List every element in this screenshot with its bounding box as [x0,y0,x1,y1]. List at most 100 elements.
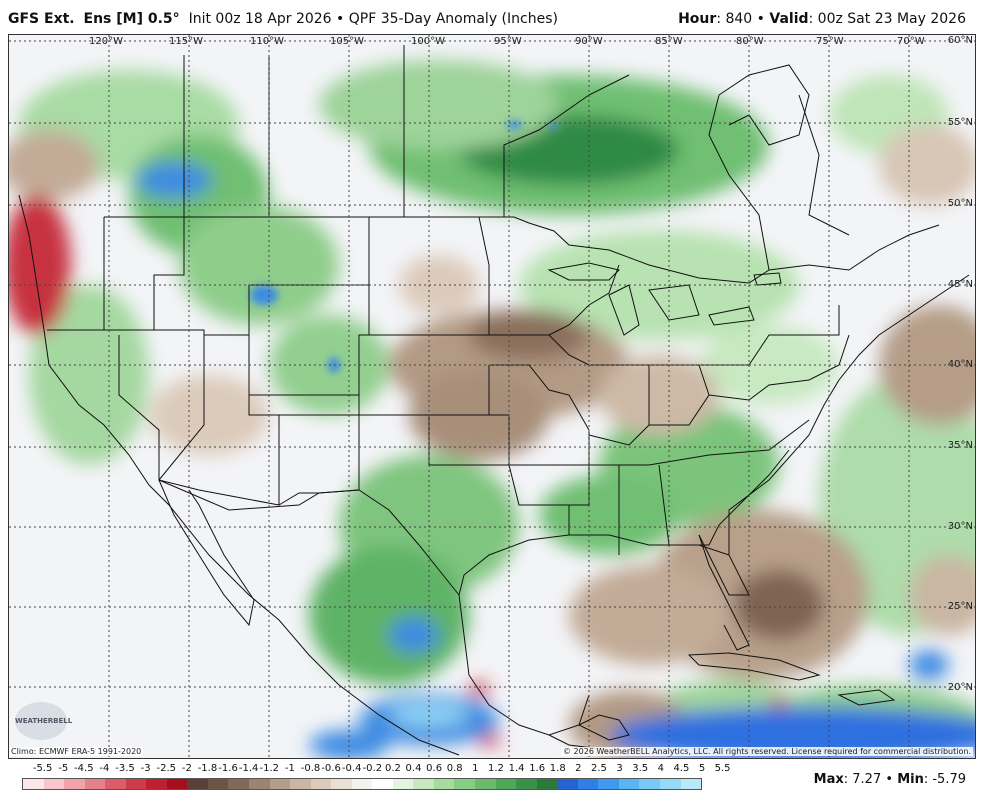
lon-label: 75°W [816,36,844,47]
legend-tick-label: 1.4 [508,763,525,774]
legend-swatch [84,779,106,789]
legend-swatch [249,779,270,789]
legend-swatch [351,779,373,789]
legend-tick-label: 0.6 [426,763,443,774]
legend-tick-label: -5 [58,763,69,774]
legend-swatch [577,779,599,789]
legend-tick-label: -2 [181,763,192,774]
min-label: Min [897,772,924,787]
legend-tick-label: 0.2 [384,763,401,774]
legend-tick-label: -1.4 [238,763,259,774]
legend-tick-label: 4.5 [673,763,690,774]
legend-swatch [413,779,434,789]
legend-swatch [290,779,311,789]
legend-swatch [310,779,332,789]
hour-value: : 840 [716,11,753,27]
qpf-anomaly-map[interactable]: 120°W 115°W 110°W 105°W 100°W 95°W 90°W … [8,34,976,759]
legend-tick-label: 3.5 [632,763,649,774]
legend-tick-label: -3 [140,763,151,774]
legend-swatch [23,779,44,789]
legend-swatch [454,779,476,789]
valid-separator: • [756,11,765,27]
title-separator: • [336,11,345,27]
legend-swatch [598,779,619,789]
legend-swatch [536,779,558,789]
climo-note: Climo: ECMWF ERA-5 1991-2020 [9,747,144,756]
init-time: Init 00z 18 Apr 2026 [188,11,332,27]
max-value: : 7.27 [843,772,882,787]
legend-tick-label: 2.5 [591,763,607,774]
color-legend: -5.5 -5 -4.5 -4 -3.5 -3 -2.5 -2 -1.8 -1.6 -1.4 -1.2… [22,763,731,793]
legend-tick-label: 1.2 [487,763,504,774]
lat-label: 60°N [947,35,973,46]
lat-label: 40°N [947,359,973,370]
lon-label: 120°W [89,36,123,47]
hour-label: Hour [678,11,717,27]
model-name: GFS Ext. [8,11,75,27]
legend-swatch [105,779,126,789]
legend-tick-label: -0.4 [341,763,362,774]
lon-label: 115°W [169,36,203,47]
legend-ticks: -5.5 -5 -4.5 -4 -3.5 -3 -2.5 -2 -1.8 -1.6 -1.4 -1.2… [22,763,731,777]
legend-tick-label: 2 [575,763,582,774]
legend-tick-label: -0.2 [362,763,383,774]
legend-swatch [64,779,85,789]
legend-tick-label: -4.5 [74,763,94,774]
ensemble-name: Ens [M] 0.5° [83,11,180,27]
legend-tick-label: -1.6 [218,763,238,774]
lon-label: 100°W [411,36,445,47]
legend-swatch [207,779,229,789]
legend-swatch [372,779,393,789]
legend-tick-label: 3 [616,763,623,774]
legend-swatch [331,779,352,789]
legend-tick-label: 1.8 [549,763,566,774]
legend-tick-label: -1.8 [197,763,218,774]
lat-label: 20°N [947,682,973,693]
valid-value: : 00z Sat 23 May 2026 [808,11,966,27]
lon-label: 105°W [330,36,364,47]
legend-tick-label: 0.4 [405,763,422,774]
legend-tick-label: -3.5 [115,763,135,774]
lon-label: 85°W [655,36,683,47]
lat-label: 30°N [947,521,973,532]
legend-swatch [618,779,640,789]
legend-tick-label: 1.6 [529,763,546,774]
legend-tick-label: 0.8 [446,763,463,774]
product-name: QPF 35-Day Anomaly (Inches) [348,11,558,27]
lon-label: 70°W [897,36,925,47]
legend-tick-label: 5.5 [714,763,731,774]
legend-swatch [228,779,250,789]
legend-swatch [43,779,65,789]
lon-label: 80°W [736,36,764,47]
min-value: : -5.79 [923,772,966,787]
lat-label: 50°N [947,198,973,209]
legend-swatch [269,779,291,789]
legend-swatch [557,779,578,789]
max-min-stats: Max: 7.27 • Min: -5.79 [814,772,966,787]
lon-label: 110°W [250,36,284,47]
legend-tick-label: -2.5 [156,763,176,774]
legend-tick-label: -5.5 [32,763,53,774]
legend-swatch [187,779,208,789]
lat-label: 25°N [947,601,973,612]
valid-info: Hour: 840 • Valid: 00z Sat 23 May 2026 [678,11,966,27]
legend-colorbar [22,778,702,790]
legend-swatch [680,779,702,789]
lon-label: 90°W [575,36,603,47]
legend-tick-label: 5 [698,763,706,774]
legend-swatch [125,779,147,789]
legend-swatch [516,779,537,789]
legend-tick-label: -4 [99,763,110,774]
lat-label: 35°N [947,440,973,451]
legend-tick-label: -1 [284,763,295,774]
map-canvas [9,35,975,758]
legend-swatch [433,779,455,789]
max-label: Max [813,772,844,787]
legend-tick-label: -0.8 [300,763,321,774]
lat-label: 55°N [947,117,973,128]
legend-swatch [166,779,188,789]
legend-swatch [639,779,660,789]
header: GFS Ext. Ens [M] 0.5° Init 00z 18 Apr 20… [0,0,984,34]
copyright-note: © 2026 WeatherBELL Analytics, LLC. All r… [561,747,973,756]
map-title: GFS Ext. Ens [M] 0.5° Init 00z 18 Apr 20… [8,11,558,27]
